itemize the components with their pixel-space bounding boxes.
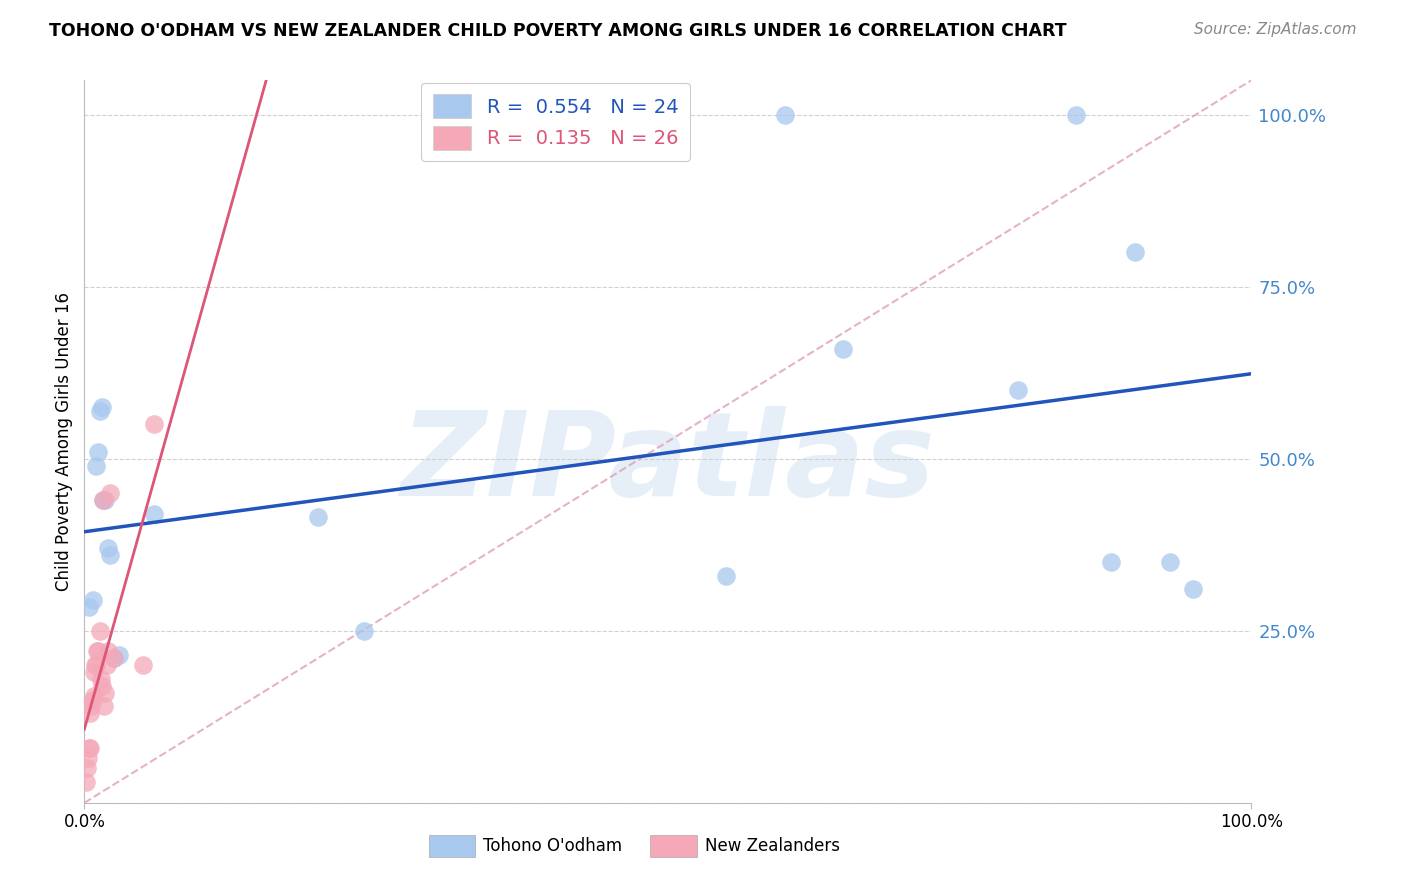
Point xyxy=(143,507,166,521)
Point xyxy=(94,686,117,700)
Point xyxy=(77,599,100,614)
Point xyxy=(1066,108,1088,122)
Point xyxy=(1181,582,1204,597)
Point xyxy=(1007,383,1029,397)
Text: Source: ZipAtlas.com: Source: ZipAtlas.com xyxy=(1194,22,1357,37)
Point xyxy=(90,679,112,693)
Point xyxy=(94,493,117,508)
Point xyxy=(353,624,375,638)
Point xyxy=(1123,245,1146,260)
Point xyxy=(1159,555,1181,569)
Point xyxy=(1099,555,1122,569)
Legend: R =  0.554   N = 24, R =  0.135   N = 26: R = 0.554 N = 24, R = 0.135 N = 26 xyxy=(420,83,690,161)
Point xyxy=(832,342,855,356)
Point xyxy=(93,699,115,714)
Point xyxy=(89,624,111,638)
Bar xyxy=(651,835,697,857)
Point xyxy=(103,651,125,665)
Point xyxy=(76,751,98,765)
Point xyxy=(773,108,796,122)
Point xyxy=(87,445,110,459)
Point xyxy=(132,658,155,673)
Point xyxy=(83,689,105,703)
Point xyxy=(79,706,101,721)
Point xyxy=(87,644,110,658)
Point xyxy=(83,658,105,673)
Point xyxy=(75,775,97,789)
Point xyxy=(103,651,125,665)
Y-axis label: Child Poverty Among Girls Under 16: Child Poverty Among Girls Under 16 xyxy=(55,292,73,591)
Point xyxy=(80,699,103,714)
Point xyxy=(91,493,114,508)
Point xyxy=(77,740,100,755)
Point xyxy=(76,761,98,775)
Point xyxy=(90,672,112,686)
Point xyxy=(84,458,107,473)
Point xyxy=(84,658,107,673)
Text: New Zealanders: New Zealanders xyxy=(706,838,841,855)
Point xyxy=(89,403,111,417)
Point xyxy=(86,644,108,658)
Point xyxy=(96,658,118,673)
Point xyxy=(82,592,104,607)
Point xyxy=(98,548,121,562)
Point xyxy=(98,486,121,500)
Point xyxy=(97,644,120,658)
Text: TOHONO O'ODHAM VS NEW ZEALANDER CHILD POVERTY AMONG GIRLS UNDER 16 CORRELATION C: TOHONO O'ODHAM VS NEW ZEALANDER CHILD PO… xyxy=(49,22,1067,40)
Point xyxy=(90,400,112,414)
Text: ZIPatlas: ZIPatlas xyxy=(401,406,935,521)
Text: Tohono O'odham: Tohono O'odham xyxy=(484,838,623,855)
Point xyxy=(79,740,101,755)
Point xyxy=(83,665,105,679)
Bar xyxy=(429,835,475,857)
Point xyxy=(716,568,738,582)
Point xyxy=(108,648,131,662)
Point xyxy=(91,493,114,508)
Point xyxy=(97,541,120,556)
Point xyxy=(82,692,104,706)
Point xyxy=(143,417,166,432)
Point xyxy=(307,510,329,524)
